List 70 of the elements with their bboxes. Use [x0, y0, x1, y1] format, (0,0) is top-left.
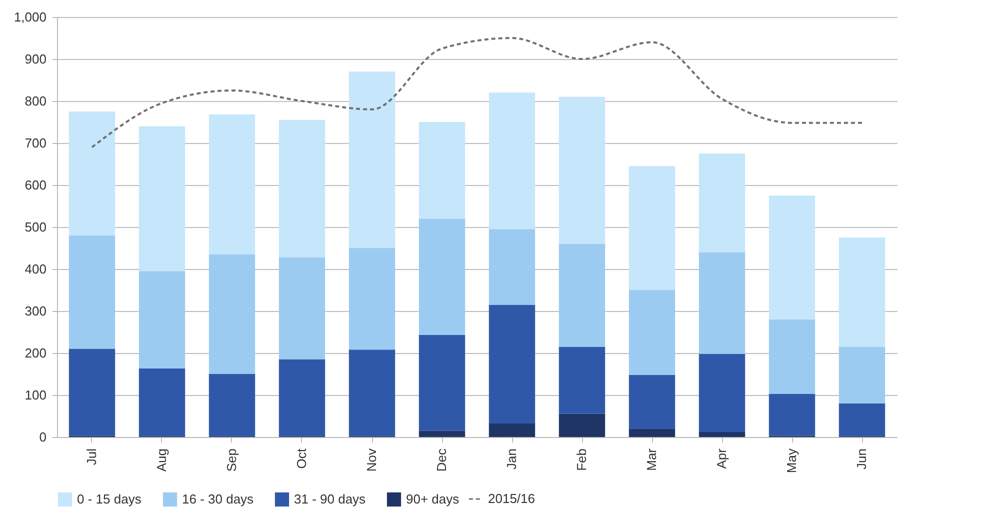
bar — [558, 96, 606, 244]
bar — [418, 430, 466, 437]
y-tick-label: 200 — [24, 346, 46, 360]
bar — [558, 244, 606, 347]
x-tick-label: Sep — [224, 448, 239, 472]
legend-label: 31 - 90 days — [294, 491, 366, 506]
x-tick-label: Aug — [154, 448, 169, 472]
bar — [838, 238, 886, 347]
x-tick-label: Jan — [504, 448, 519, 470]
legend-label: 90+ days — [406, 491, 460, 506]
bar — [628, 374, 676, 429]
bar — [768, 196, 816, 320]
y-tick-label: 500 — [24, 220, 46, 234]
x-tick-label: May — [784, 448, 799, 474]
legend-label: 2015/16 — [488, 491, 535, 506]
bar — [698, 354, 746, 432]
bar — [698, 252, 746, 354]
bar — [138, 368, 186, 436]
bar — [68, 348, 116, 436]
line-series — [91, 37, 863, 148]
bar — [68, 235, 116, 349]
y-tick-label: 0 — [39, 430, 46, 444]
bar — [488, 424, 536, 437]
y-tick-label: 1,000 — [14, 10, 46, 24]
bar — [278, 120, 326, 258]
y-tick-label: 800 — [24, 94, 46, 108]
bar — [838, 346, 886, 404]
x-tick-label: Jul — [84, 448, 99, 466]
bar — [418, 218, 466, 335]
y-tick-label: 100 — [24, 388, 46, 402]
x-tick-label: Nov — [364, 448, 379, 472]
x-tick-label: Feb — [574, 448, 589, 471]
bar — [698, 154, 746, 252]
y-tick-label: 900 — [24, 52, 46, 66]
bar — [558, 346, 606, 414]
bar — [208, 374, 256, 436]
bar — [278, 359, 326, 436]
x-tick-label: Mar — [644, 448, 659, 471]
bar — [348, 72, 396, 248]
bar — [348, 350, 396, 436]
bar — [208, 254, 256, 374]
bar — [768, 394, 816, 436]
x-tick-label: Dec — [434, 448, 449, 472]
bar — [488, 229, 536, 305]
bar — [418, 334, 466, 431]
x-tick-label: Jun — [854, 448, 869, 470]
bar — [68, 112, 116, 236]
bar — [768, 319, 816, 394]
y-tick-label: 300 — [24, 304, 46, 318]
x-tick-label: Apr — [714, 448, 729, 469]
bar — [488, 92, 536, 230]
bar — [278, 257, 326, 360]
bar — [208, 114, 256, 254]
y-tick-label: 600 — [24, 178, 46, 192]
bar — [698, 432, 746, 437]
bar — [628, 428, 676, 437]
bar — [488, 304, 536, 424]
bar — [138, 126, 186, 272]
bar — [558, 414, 606, 437]
y-tick-label: 400 — [24, 262, 46, 276]
legend-label: 0 - 15 days — [77, 491, 142, 506]
bar — [418, 122, 466, 219]
bar — [138, 271, 186, 369]
y-tick-label: 700 — [24, 136, 46, 150]
x-tick-label: Oct — [294, 448, 309, 469]
legend-label: 16 - 30 days — [182, 491, 254, 506]
bar — [348, 248, 396, 350]
bar — [838, 403, 886, 436]
bar — [628, 290, 676, 375]
bar — [628, 166, 676, 290]
